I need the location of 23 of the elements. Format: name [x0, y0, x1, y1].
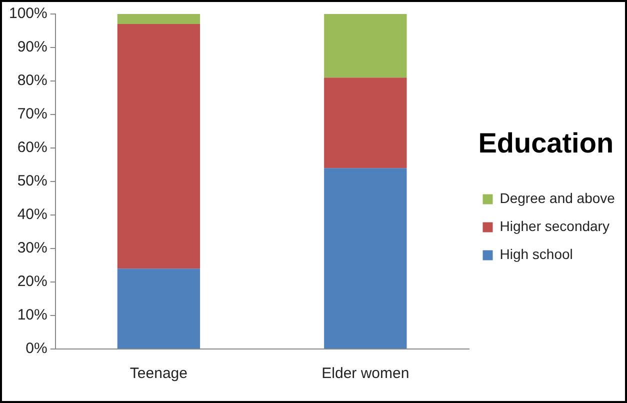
bar	[324, 168, 407, 348]
x-tick-label: Elder women	[322, 365, 410, 382]
y-tick-label: 20%	[17, 273, 48, 290]
y-tick-label: 80%	[17, 72, 48, 90]
y-tick-label: 30%	[17, 240, 48, 257]
legend-title: Education	[478, 127, 614, 158]
y-tick-label: 90%	[17, 38, 48, 56]
legend-label: Higher secondary	[500, 218, 610, 234]
legend-label: High school	[500, 246, 573, 262]
y-tick-label: 100%	[8, 5, 48, 22]
y-tick-label: 70%	[17, 106, 48, 123]
bar	[117, 24, 200, 269]
y-tick-label: 50%	[17, 172, 48, 190]
y-tick-label: 10%	[17, 306, 48, 324]
bar	[324, 78, 407, 168]
x-tick-label: Teenage	[130, 365, 188, 382]
y-tick-label: 0%	[26, 340, 48, 358]
bar	[117, 268, 200, 348]
y-tick-label: 60%	[17, 139, 48, 156]
y-tick-label: 40%	[17, 206, 48, 224]
bar	[324, 14, 407, 78]
bar	[117, 14, 200, 24]
legend-label: Degree and above	[500, 190, 616, 206]
